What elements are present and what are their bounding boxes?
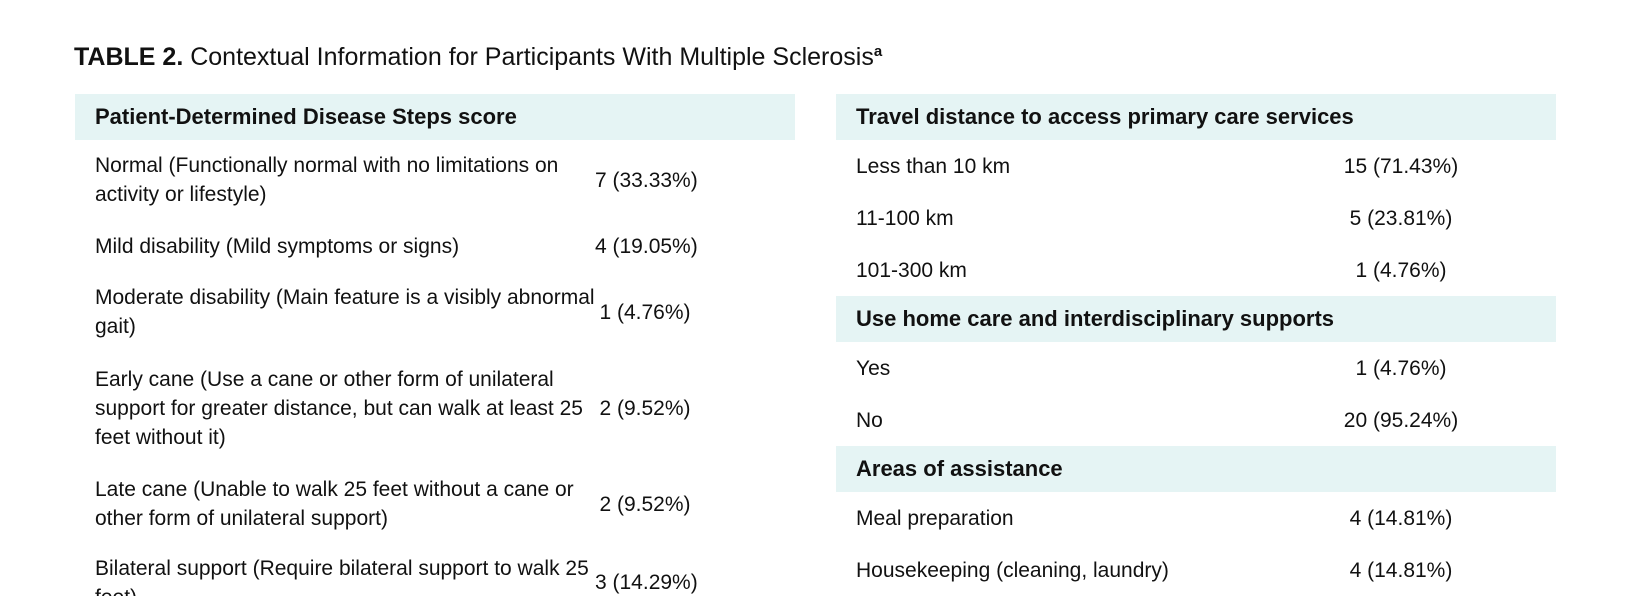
areas-of-assistance-heading: Areas of assistance [836,446,1556,492]
row-value: 1 (4.76%) [1355,356,1447,380]
context-panel: Travel distance to access primary care s… [836,94,1556,596]
table-row: Bilateral support (Require bilateral sup… [75,544,795,596]
table-row: Meal preparation 4 (14.81%) [836,492,1556,544]
row-value: 4 (19.05%) [595,234,698,258]
pdds-heading: Patient-Determined Disease Steps score [75,94,795,140]
row-value: 4 (14.81%) [1349,558,1453,582]
row-label: Normal (Functionally normal with no limi… [95,154,559,206]
table-row: Mild disability (Mild symptoms or signs)… [75,220,795,272]
row-label: Less than 10 km [856,154,1011,178]
row-label: 11-100 km [856,206,954,230]
home-care-heading: Use home care and interdisciplinary supp… [836,296,1556,342]
table-label: TABLE 2. [74,43,184,71]
row-label: Yes [856,356,891,380]
row-label: No [856,408,883,432]
table-row: Late cane (Unable to walk 25 feet withou… [75,464,795,544]
row-value: 1 (4.76%) [1355,258,1447,282]
row-value: 2 (9.52%) [599,396,691,420]
footnote-marker: a [873,43,883,60]
row-label: Early cane (Use a cane or other form of … [95,367,583,449]
table-row: 101-300 km 1 (4.76%) [836,244,1556,296]
row-label: Moderate disability (Main feature is a v… [95,286,595,338]
table-row: Early cane (Use a cane or other form of … [75,352,795,464]
row-label: 101-300 km [856,258,967,282]
table-row: No 20 (95.24%) [836,394,1556,446]
row-label: Mild disability (Mild symptoms or signs) [95,234,460,258]
table-row: Housekeeping (cleaning, laundry) 4 (14.8… [836,544,1556,596]
row-value: 1 (4.76%) [599,300,691,324]
row-label: Late cane (Unable to walk 25 feet withou… [95,478,574,530]
table-row: Less than 10 km 15 (71.43%) [836,140,1556,192]
row-value: 7 (33.33%) [595,168,698,192]
row-value: 5 (23.81%) [1349,206,1453,230]
row-label: Housekeeping (cleaning, laundry) [856,558,1169,582]
table-row: Moderate disability (Main feature is a v… [75,272,795,352]
row-value: 2 (9.52%) [599,492,691,516]
row-value: 20 (95.24%) [1343,408,1459,432]
table-row: Yes 1 (4.76%) [836,342,1556,394]
row-label: Meal preparation [856,506,1014,530]
pdds-panel: Patient-Determined Disease Steps score N… [75,94,795,596]
table-title: Contextual Information for Participants … [190,43,874,71]
row-value: 15 (71.43%) [1343,154,1459,178]
row-value: 4 (14.81%) [1349,506,1453,530]
table-row: 11-100 km 5 (23.81%) [836,192,1556,244]
table-row: Normal (Functionally normal with no limi… [75,140,795,220]
row-label: Bilateral support (Require bilateral sup… [95,557,589,596]
travel-distance-heading: Travel distance to access primary care s… [836,94,1556,140]
table-caption: TABLE 2. Contextual Information for Part… [74,36,882,73]
row-value: 3 (14.29%) [595,571,698,594]
